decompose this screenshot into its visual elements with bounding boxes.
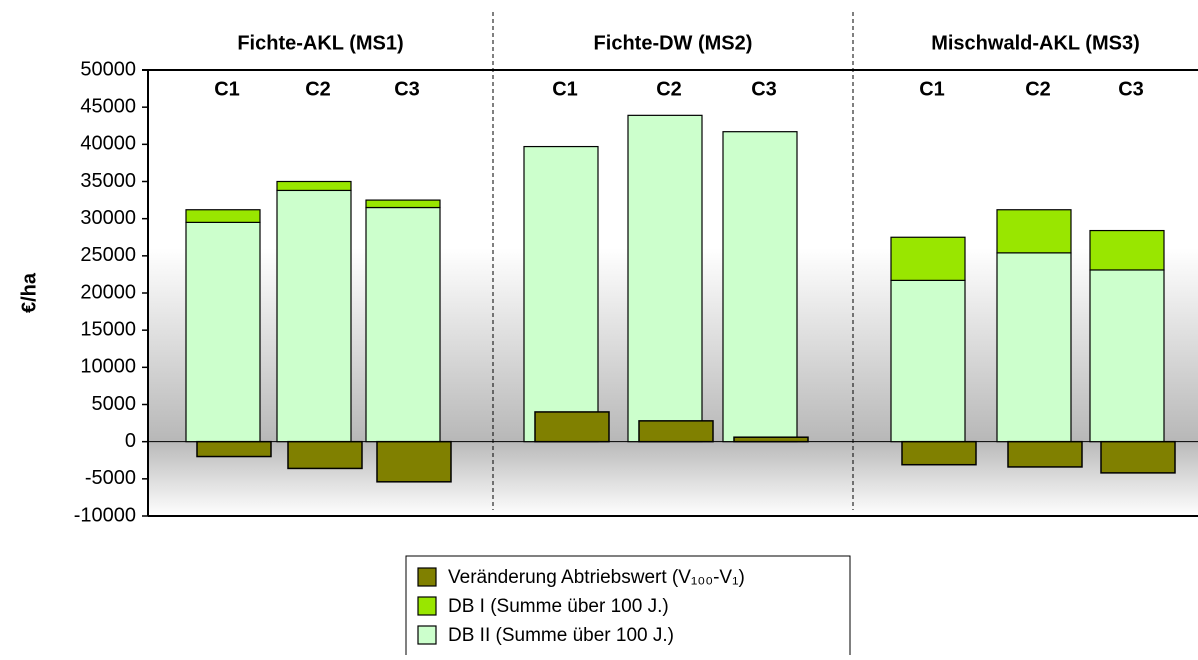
bar [890, 279, 966, 443]
bar [627, 114, 703, 443]
category-label: C2 [656, 78, 682, 100]
group-title: Mischwald-AKL (MS3) [931, 32, 1140, 54]
group-title: Fichte-AKL (MS1) [237, 32, 403, 54]
bar [996, 252, 1072, 443]
bar [996, 209, 1072, 254]
bar [638, 420, 714, 443]
bar [523, 145, 599, 443]
category-label: C1 [919, 78, 945, 100]
bar [1007, 440, 1083, 468]
bar [185, 221, 261, 443]
bar [1089, 229, 1165, 271]
y-tick-label: 15000 [80, 318, 136, 340]
category-label: C1 [552, 78, 578, 100]
y-tick-label: 35000 [80, 170, 136, 192]
y-tick-label: -5000 [85, 467, 136, 489]
category-label: C2 [1025, 78, 1051, 100]
bar [196, 440, 272, 458]
legend-swatch [417, 567, 437, 587]
y-tick-label: 30000 [80, 207, 136, 229]
bar [733, 436, 809, 443]
bar [365, 206, 441, 443]
y-axis-label: €/ha [18, 272, 40, 313]
category-label: C3 [751, 78, 777, 100]
bar [534, 411, 610, 443]
group-title: Fichte-DW (MS2) [594, 32, 753, 54]
bar [1100, 440, 1176, 474]
legend-swatch [417, 625, 437, 645]
bar [890, 236, 966, 281]
bar [1089, 269, 1165, 443]
y-tick-label: -10000 [74, 504, 136, 526]
bar [287, 440, 363, 470]
legend-box [405, 555, 851, 660]
bar [185, 209, 261, 223]
category-label: C1 [214, 78, 240, 100]
y-tick-label: 50000 [80, 58, 136, 80]
y-tick-label: 0 [125, 430, 136, 452]
bar [901, 440, 977, 466]
bar [365, 199, 441, 209]
bar [376, 440, 452, 483]
legend-label: DB I (Summe über 100 J.) [448, 596, 669, 617]
y-tick-label: 20000 [80, 281, 136, 303]
y-tick-label: 5000 [92, 393, 137, 415]
legend-swatch [417, 596, 437, 616]
bar [722, 131, 798, 443]
y-tick-label: 45000 [80, 95, 136, 117]
bar [276, 189, 352, 443]
category-label: C2 [305, 78, 331, 100]
legend-label: DB II (Summe über 100 J.) [448, 625, 674, 646]
legend-label: Veränderung Abtriebswert (V₁₀₀-V₁) [448, 567, 745, 588]
category-label: C3 [394, 78, 420, 100]
y-tick-label: 40000 [80, 133, 136, 155]
category-label: C3 [1118, 78, 1144, 100]
bar [276, 180, 352, 192]
y-tick-label: 10000 [80, 356, 136, 378]
y-tick-label: 25000 [80, 244, 136, 266]
